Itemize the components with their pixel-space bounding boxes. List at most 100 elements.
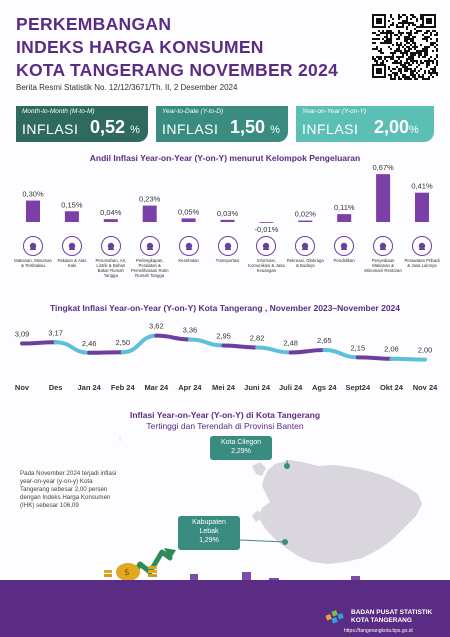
bar-label-4: 0,05% — [178, 207, 200, 216]
point-label-8: 2,48 — [283, 338, 298, 347]
x-tick-label-9: Ags 24 — [312, 383, 337, 392]
line-segment-10 — [355, 355, 394, 361]
education-icon — [334, 236, 355, 256]
andil-bar-chart: 0,30% 0,15% 0,04% 0,23% 0,05% 0,03% -0,01% 0,02… — [22, 163, 433, 234]
card-value: 1,50 % — [230, 117, 280, 137]
line-segment-0 — [20, 340, 58, 346]
bar-5 — [220, 219, 235, 222]
bar-label-3: 0,23% — [139, 195, 161, 204]
category-label-7: Rekreasi, Olahraga & Budaya — [286, 258, 324, 268]
bar-9 — [376, 174, 391, 222]
category-label-9: Penyediaan Makanan & Minuman/ Restoran — [364, 258, 402, 273]
inflation-note: Pada November 2024 terjadi inflasi year-… — [20, 470, 117, 509]
x-tick-label-11: Okt 24 — [380, 383, 404, 392]
bar-label-2: 0,04% — [100, 208, 122, 217]
point-label-12: 2,00 — [418, 346, 433, 355]
footer-url[interactable]: https://tangerangkota.bps.go.id — [344, 628, 413, 634]
bar-10 — [415, 192, 429, 222]
lowest-value: 1,29% — [199, 537, 219, 544]
line-segment-3 — [120, 333, 159, 355]
health-icon — [178, 236, 199, 256]
sport-icon — [295, 236, 316, 256]
lowest-name-line2: Lebak — [199, 528, 219, 535]
line-segment-6 — [221, 343, 260, 350]
point-label-6: 2,95 — [216, 332, 231, 341]
tools-icon — [412, 236, 432, 256]
banten-map: $ — [104, 436, 422, 582]
category-label-4: Kesehatan — [178, 258, 199, 263]
point-label-4: 3,62 — [149, 322, 164, 331]
card-value: 2,00% — [374, 117, 419, 137]
trend-line-chart: 3,09 Nov 3,17 Des 2,46 Jan 24 2,50 Feb 24 3,62 Ma… — [15, 322, 438, 392]
bar-4 — [181, 218, 196, 222]
x-tick-label-5: Apr 24 — [178, 383, 202, 392]
footer-org-line1: BADAN PUSAT STATISTIK — [351, 609, 433, 616]
lowest-name-line1: Kabupaten — [192, 519, 226, 526]
svg-text:$: $ — [124, 568, 130, 578]
bar-label-10: 0,41% — [411, 182, 433, 191]
highest-name: Kota Cilegon — [220, 439, 262, 446]
category-label-2: Perumahan, Air, Listrik & Bahan Bakar Ru… — [95, 258, 127, 278]
map-title-line-1: Inflasi Year-on-Year (Y-on-Y) di Kota Ta… — [129, 410, 321, 420]
line-segment-5 — [187, 337, 226, 348]
callout-highest: Kota Cilegon 2,29% — [210, 436, 272, 460]
footer-org-line2: KOTA TANGERANG — [351, 617, 412, 624]
category-label-10: Perawatan Pribadi & Jasa Lainnya — [404, 258, 440, 268]
map-title-line-2: Tertinggi dan Terendah di Provinsi Bante… — [146, 421, 304, 431]
point-label-2: 2,46 — [82, 339, 97, 348]
x-tick-label-12: Nov 24 — [413, 383, 438, 392]
category-label-1: Pakaian & Alas Kaki — [57, 258, 87, 268]
line-segment-11 — [389, 356, 427, 362]
x-tick-label-0: Nov — [15, 383, 30, 392]
line-segment-4 — [154, 333, 192, 342]
bar-label-8: 0,11% — [334, 203, 355, 212]
highest-value: 2,29% — [231, 448, 251, 455]
line-segment-1 — [53, 340, 92, 355]
point-label-0: 3,09 — [15, 329, 30, 338]
house-icon — [100, 236, 121, 256]
x-tick-label-10: Sept24 — [346, 383, 371, 392]
point-label-10: 2,15 — [351, 343, 366, 352]
card-label: INFLASI — [22, 121, 79, 137]
brs-number: Berita Resmi Statistik No. 12/12/3671/Th… — [16, 83, 238, 92]
card-ytd: Year-to-Date (Y-to-D) INFLASI 1,50 % — [156, 106, 288, 142]
bar-0 — [26, 200, 40, 222]
footer-bar — [0, 580, 450, 637]
card-label: INFLASI — [302, 121, 359, 137]
category-label-8: Pendidikan — [333, 258, 355, 263]
line-segment-7 — [255, 345, 293, 355]
card-caption: Year-on-Year (Y-on-Y) — [302, 108, 367, 115]
bar-2 — [103, 219, 118, 222]
point-label-1: 3,17 — [48, 328, 63, 337]
bar-1 — [64, 211, 79, 222]
bar-label-7: 0,02% — [295, 210, 317, 219]
title-line-2: INDEKS HARGA KONSUMEN — [16, 37, 264, 57]
bar-7 — [298, 220, 313, 222]
phone-icon — [256, 236, 277, 256]
bar-label-6: -0,01% — [255, 225, 279, 234]
category-label-6: Informasi, Komunikasi & Jasa Keuangan — [248, 258, 285, 273]
card-yoy: Year-on-Year (Y-on-Y) INFLASI 2,00% — [296, 106, 434, 142]
restaurant-icon — [373, 236, 394, 256]
x-tick-label-3: Feb 24 — [111, 383, 136, 392]
card-caption: Month-to-Month (M-to-M) — [22, 108, 95, 115]
food-icon — [23, 236, 43, 256]
point-label-11: 2,06 — [384, 345, 399, 354]
bar-6 — [259, 222, 274, 223]
bar-label-1: 0,15% — [61, 200, 83, 209]
clothes-icon — [61, 236, 82, 256]
title-line-1: PERKEMBANGAN — [16, 14, 172, 34]
point-label-3: 2,50 — [115, 338, 130, 347]
x-tick-label-1: Des — [49, 383, 63, 392]
bar-label-0: 0,30% — [22, 190, 44, 199]
x-tick-label-8: Juli 24 — [279, 383, 303, 392]
bps-logo-icon — [325, 610, 344, 624]
category-label-5: Transportasi — [215, 258, 240, 263]
title-line-3: KOTA TANGERANG NOVEMBER 2024 — [16, 60, 339, 80]
andil-chart-title: Andil Inflasi Year-on-Year (Y-on-Y) menu… — [89, 153, 361, 163]
x-tick-label-2: Jan 24 — [77, 383, 101, 392]
bar-3 — [142, 205, 157, 222]
line-segment-2 — [87, 350, 125, 355]
category-label-0: Makanan, Minuman & Tembakau — [14, 258, 52, 268]
